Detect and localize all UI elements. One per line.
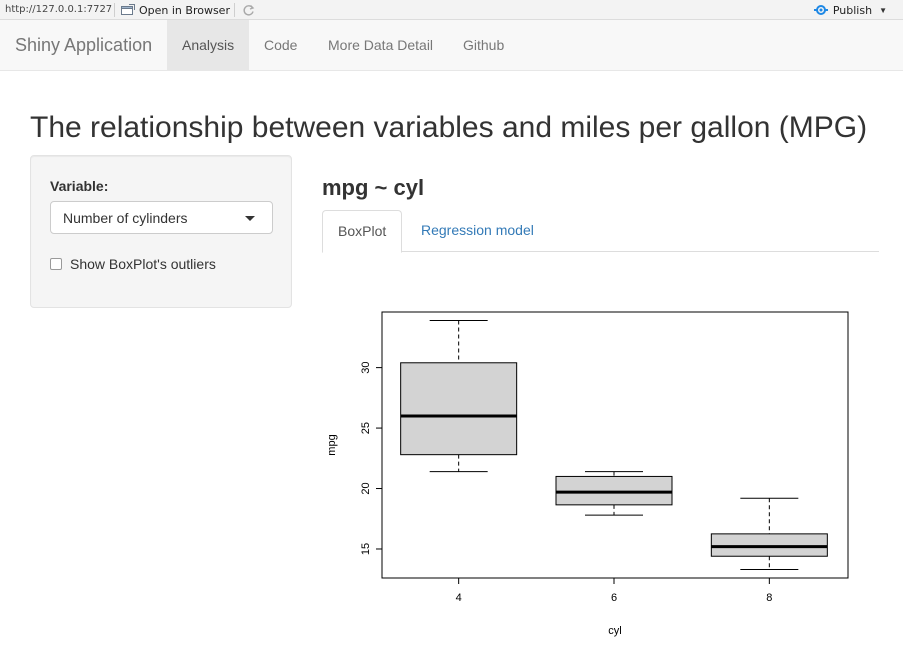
nav-tab-analysis[interactable]: Analysis — [167, 20, 250, 70]
tab-regression-model[interactable]: Regression model — [421, 222, 534, 238]
x-tick-label: 4 — [456, 592, 462, 604]
formula-heading: mpg ~ cyl — [322, 175, 425, 200]
open-in-browser-button[interactable]: Open in Browser — [121, 2, 230, 18]
tab-boxplot[interactable]: BoxPlot — [322, 210, 403, 253]
x-tick-label: 6 — [611, 592, 617, 604]
boxplot-chart: 4 6 8 15 20 25 30 cyl mpg — [326, 311, 849, 637]
outliers-checkbox[interactable] — [50, 258, 62, 270]
publish-button[interactable]: Publish ▼ — [813, 2, 887, 18]
refresh-icon — [242, 4, 254, 15]
browser-window-icon — [121, 4, 135, 15]
caret-down-icon — [245, 216, 255, 221]
plot-frame — [381, 311, 849, 579]
box-iqr — [710, 533, 828, 557]
viewer-toolbar: http://127.0.0.1:7727 Open in Browser Pu… — [0, 0, 903, 20]
y-tick-label: 20 — [360, 482, 372, 494]
x-tick-label: 8 — [766, 592, 772, 604]
y-tick-label: 30 — [360, 361, 372, 373]
refresh-button[interactable] — [240, 2, 256, 18]
nav-tab-github[interactable]: Github — [463, 37, 505, 53]
sidebar-panel: Variable: Number of cylinders Show BoxPl… — [30, 155, 292, 308]
x-axis-label: cyl — [608, 625, 621, 637]
publish-label: Publish — [832, 3, 873, 17]
box-iqr — [400, 362, 518, 456]
variable-select[interactable]: Number of cylinders — [50, 201, 273, 234]
box-8: 8 — [710, 497, 828, 604]
plot-tabs: BoxPlot Regression model — [322, 210, 879, 253]
toolbar-divider — [114, 3, 115, 17]
page-title: The relationship between variables and m… — [30, 111, 868, 144]
box-4: 4 — [400, 319, 518, 604]
variable-label: Variable: — [50, 178, 109, 194]
toolbar-divider — [234, 3, 235, 17]
y-tick-label: 15 — [360, 543, 372, 555]
outliers-checkbox-row[interactable]: Show BoxPlot's outliers — [50, 256, 216, 272]
y-axis-label: mpg — [326, 434, 338, 455]
navbar-brand[interactable]: Shiny Application — [15, 35, 153, 55]
open-in-browser-label: Open in Browser — [139, 3, 230, 17]
chevron-down-icon[interactable]: ▼ — [879, 5, 887, 15]
nav-tab-more-data-detail[interactable]: More Data Detail — [328, 37, 434, 53]
variable-select-value: Number of cylinders — [63, 210, 188, 226]
box-iqr — [555, 475, 673, 506]
box-6: 6 — [555, 471, 673, 604]
nav-tab-code[interactable]: Code — [264, 37, 298, 53]
navbar: Shiny Application Analysis Code More Dat… — [0, 20, 903, 71]
outliers-checkbox-label[interactable]: Show BoxPlot's outliers — [70, 256, 216, 272]
publish-icon — [813, 5, 828, 15]
url-text: http://127.0.0.1:7727 — [5, 4, 113, 15]
y-tick-label: 25 — [360, 422, 372, 434]
